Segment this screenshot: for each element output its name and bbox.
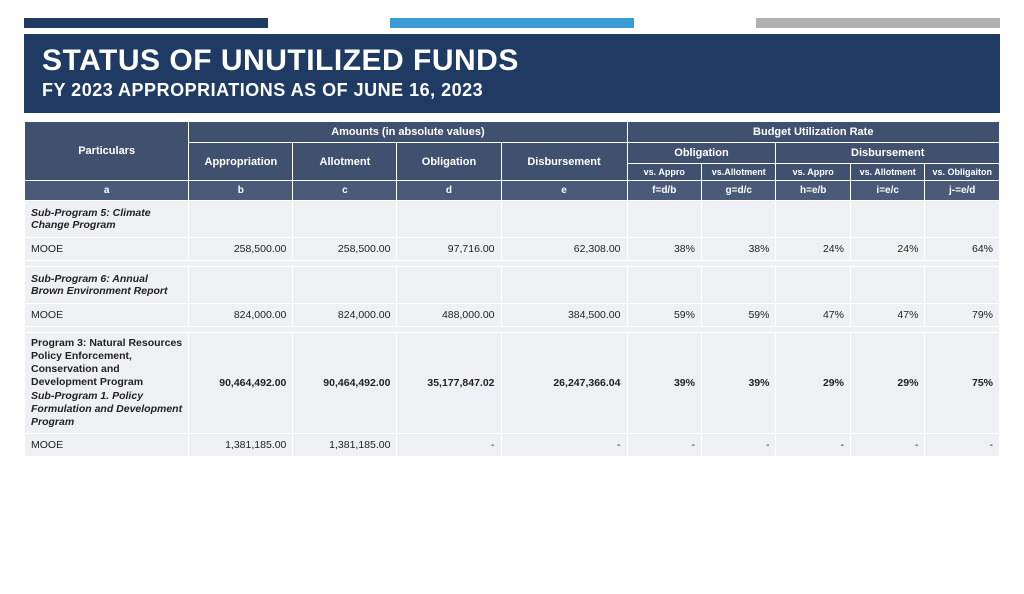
accent-bar-1 bbox=[24, 18, 268, 28]
fh-b: b bbox=[189, 181, 293, 201]
row-label: Sub-Program 5: Climate Change Program bbox=[25, 201, 189, 238]
row-label: Sub-Program 6: Annual Brown Environment … bbox=[25, 267, 189, 304]
table-row: MOOE 258,500.00 258,500.00 97,716.00 62,… bbox=[25, 238, 1000, 261]
cell: - bbox=[501, 433, 627, 456]
th-vs-allotment-1: vs.Allotment bbox=[701, 164, 775, 181]
cell: 26,247,366.04 bbox=[501, 333, 627, 434]
cell: 824,000.00 bbox=[293, 304, 397, 327]
th-oblig-group: Obligation bbox=[627, 143, 776, 164]
accent-bar-3 bbox=[756, 18, 1000, 28]
th-disb-group: Disbursement bbox=[776, 143, 1000, 164]
funds-table: Particulars Amounts (in absolute values)… bbox=[24, 121, 1000, 457]
table-row: MOOE 824,000.00 824,000.00 488,000.00 38… bbox=[25, 304, 1000, 327]
cell: 384,500.00 bbox=[501, 304, 627, 327]
cell: 29% bbox=[850, 333, 924, 434]
row-label: Program 3: Natural Resources Policy Enfo… bbox=[25, 333, 189, 434]
th-particulars: Particulars bbox=[25, 122, 189, 181]
fh-j: j-=e/d bbox=[925, 181, 1000, 201]
cell: 35,177,847.02 bbox=[397, 333, 501, 434]
cell: - bbox=[627, 433, 701, 456]
table-row: Sub-Program 5: Climate Change Program bbox=[25, 201, 1000, 238]
cell: 59% bbox=[701, 304, 775, 327]
cell: 90,464,492.00 bbox=[189, 333, 293, 434]
fh-a: a bbox=[25, 181, 189, 201]
th-vs-appro-1: vs. Appro bbox=[627, 164, 701, 181]
cell: 29% bbox=[776, 333, 850, 434]
cell: 90,464,492.00 bbox=[293, 333, 397, 434]
cell: 47% bbox=[776, 304, 850, 327]
cell: 258,500.00 bbox=[293, 238, 397, 261]
cell: - bbox=[925, 433, 1000, 456]
th-amounts-group: Amounts (in absolute values) bbox=[189, 122, 627, 143]
th-obligation: Obligation bbox=[397, 143, 501, 181]
cell: 64% bbox=[925, 238, 1000, 261]
th-vs-allotment-2: vs. Allotment bbox=[850, 164, 924, 181]
cell: 488,000.00 bbox=[397, 304, 501, 327]
fh-i: i=e/c bbox=[850, 181, 924, 201]
cell: 1,381,185.00 bbox=[293, 433, 397, 456]
page-subtitle: FY 2023 APPROPRIATIONS AS OF JUNE 16, 20… bbox=[42, 80, 982, 101]
cell: 59% bbox=[627, 304, 701, 327]
cell: 258,500.00 bbox=[189, 238, 293, 261]
th-appropriation: Appropriation bbox=[189, 143, 293, 181]
cell: 62,308.00 bbox=[501, 238, 627, 261]
cell: 97,716.00 bbox=[397, 238, 501, 261]
th-vs-appro-2: vs. Appro bbox=[776, 164, 850, 181]
cell: 24% bbox=[850, 238, 924, 261]
fh-h: h=e/b bbox=[776, 181, 850, 201]
cell: - bbox=[701, 433, 775, 456]
fh-c: c bbox=[293, 181, 397, 201]
row-label-main: Program 3: Natural Resources Policy Enfo… bbox=[31, 337, 182, 388]
row-label-sub: Sub-Program 1. Policy Formulation and De… bbox=[31, 390, 182, 429]
accent-bars bbox=[24, 18, 1000, 28]
table-row: Program 3: Natural Resources Policy Enfo… bbox=[25, 333, 1000, 434]
cell: 38% bbox=[701, 238, 775, 261]
cell: 824,000.00 bbox=[189, 304, 293, 327]
fh-d: d bbox=[397, 181, 501, 201]
row-label: MOOE bbox=[25, 433, 189, 456]
cell: 47% bbox=[850, 304, 924, 327]
cell: 39% bbox=[701, 333, 775, 434]
title-block: STATUS OF UNUTILIZED FUNDS FY 2023 APPRO… bbox=[24, 34, 1000, 113]
th-vs-obligation: vs. Obligaiton bbox=[925, 164, 1000, 181]
accent-bar-2 bbox=[390, 18, 634, 28]
table-row: MOOE 1,381,185.00 1,381,185.00 - - - - -… bbox=[25, 433, 1000, 456]
funds-table-wrap: Particulars Amounts (in absolute values)… bbox=[24, 121, 1000, 457]
cell: 1,381,185.00 bbox=[189, 433, 293, 456]
table-header: Particulars Amounts (in absolute values)… bbox=[25, 122, 1000, 201]
fh-e: e bbox=[501, 181, 627, 201]
page-title: STATUS OF UNUTILIZED FUNDS bbox=[42, 44, 982, 78]
row-label: MOOE bbox=[25, 238, 189, 261]
fh-f: f=d/b bbox=[627, 181, 701, 201]
fh-g: g=d/c bbox=[701, 181, 775, 201]
cell: 75% bbox=[925, 333, 1000, 434]
th-allotment: Allotment bbox=[293, 143, 397, 181]
cell: 38% bbox=[627, 238, 701, 261]
th-bur-group: Budget Utilization Rate bbox=[627, 122, 1000, 143]
cell: - bbox=[850, 433, 924, 456]
cell: 79% bbox=[925, 304, 1000, 327]
cell: 24% bbox=[776, 238, 850, 261]
cell: - bbox=[397, 433, 501, 456]
cell: - bbox=[776, 433, 850, 456]
table-row: Sub-Program 6: Annual Brown Environment … bbox=[25, 267, 1000, 304]
row-label: MOOE bbox=[25, 304, 189, 327]
cell: 39% bbox=[627, 333, 701, 434]
th-disbursement: Disbursement bbox=[501, 143, 627, 181]
